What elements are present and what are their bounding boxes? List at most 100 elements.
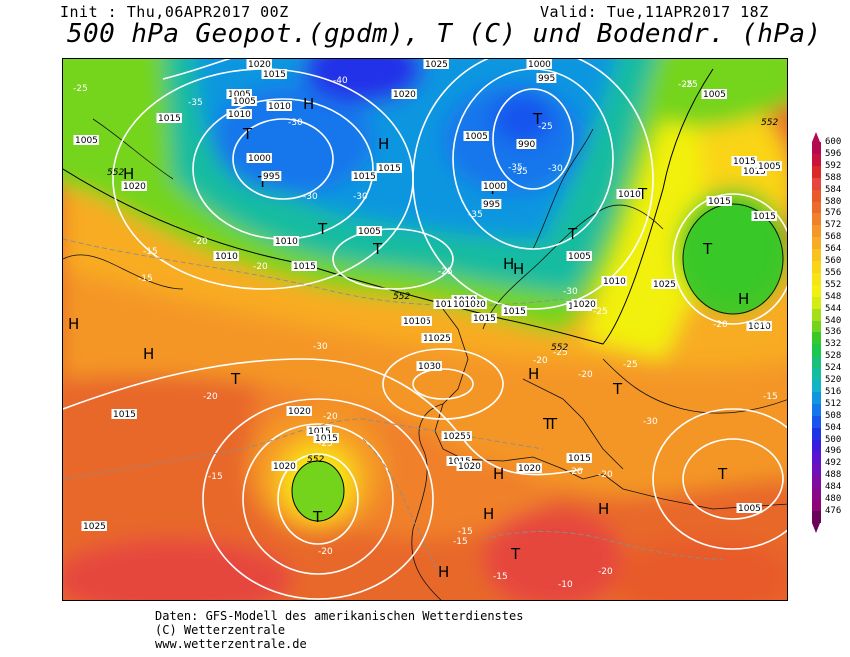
pressure-label: 1025: [443, 432, 466, 442]
pressure-label-bg: [111, 409, 137, 419]
temperature-label: -35: [468, 210, 483, 220]
pressure-label-bg: [441, 431, 467, 441]
pressure-label: 1015: [743, 167, 766, 177]
geopotential-label: 552: [551, 343, 568, 353]
temperature-label: -25: [678, 80, 693, 90]
pressure-label: 1015: [158, 114, 181, 124]
pressure-center-label: H: [503, 255, 514, 273]
pressure-label: 1005: [758, 162, 781, 172]
temperature-label: -10: [558, 580, 573, 590]
legend-color-swatch: [812, 142, 821, 155]
legend-color-swatch: [812, 415, 821, 429]
geopotential-label: 552: [307, 455, 324, 465]
legend-color-swatch: [812, 177, 821, 191]
pressure-center-label: T: [612, 380, 623, 398]
legend-value-label: 584: [825, 184, 842, 195]
pressure-label: 1015: [753, 212, 776, 222]
temperature-label: -30: [288, 118, 303, 128]
pressure-label: 1010: [603, 277, 626, 287]
legend-value-label: 600: [825, 137, 842, 147]
temperature-label: -35: [188, 98, 203, 108]
pressure-label: 1025: [425, 60, 448, 70]
temperature-label: -35: [508, 163, 523, 173]
pressure-label: 1005: [75, 136, 98, 146]
temperature-label: -30: [563, 287, 578, 297]
temperature-label: -20: [568, 467, 583, 477]
temperature-label: -15: [493, 572, 508, 582]
legend-value-label: 552: [825, 279, 842, 290]
temperature-label: -15: [763, 392, 778, 402]
pressure-label-bg: [81, 521, 107, 531]
pressure-label: 1015: [708, 197, 731, 207]
temperature-label: -30: [353, 192, 368, 202]
pressure-label-bg: [616, 189, 642, 199]
pressure-center-label: H: [598, 500, 609, 518]
pressure-label: 1025: [653, 280, 676, 290]
pressure-label-bg: [266, 101, 292, 111]
legend-value-label: 480: [825, 494, 842, 504]
pressure-label: 1030: [418, 362, 441, 372]
pressure-label: 1010: [748, 322, 771, 332]
pressure-label-bg: [231, 96, 257, 106]
legend-color-swatch: [812, 380, 821, 393]
pressure-label: 1005: [228, 90, 251, 100]
pressure-label-bg: [751, 211, 777, 221]
legend-value-label: 544: [825, 303, 842, 314]
copyright-note: (C) Wetterzentrale: [155, 623, 286, 637]
legend-color-swatch: [812, 403, 821, 417]
temperature-label: -15: [138, 274, 153, 284]
pressure-center-label: T: [717, 465, 728, 483]
legend-color-swatch: [812, 463, 821, 476]
temperature-label: -20: [203, 392, 218, 402]
pressure-label-bg: [423, 59, 449, 69]
pressure-label: 1005: [703, 90, 726, 100]
legend-value-label: 560: [825, 256, 842, 266]
legend-color-swatch: [812, 284, 821, 298]
temperature-label: -20: [598, 470, 613, 480]
pressure-label: 1015: [378, 164, 401, 174]
legend-top-arrow: [812, 132, 820, 142]
pressure-center-label: T: [510, 545, 521, 563]
legend-value-label: 496: [825, 446, 842, 457]
pressure-label-bg: [741, 166, 767, 176]
website-link[interactable]: www.wetterzentrale.de: [155, 637, 307, 651]
coastlines: [63, 118, 787, 600]
pressure-label-bg: [481, 181, 507, 191]
pressure-label-bg: [156, 113, 182, 123]
pressure-label-bg: [526, 59, 552, 69]
temperature-label: -20: [753, 320, 768, 330]
pressure-center-label: T: [372, 240, 383, 258]
pressure-center-label: H: [513, 260, 524, 278]
pressure-label-bg: [701, 89, 727, 99]
pressure-center-label: T: [637, 185, 648, 203]
legend-color-swatch: [812, 272, 821, 286]
legend-color-swatch: [812, 475, 821, 488]
pressure-label-bg: [73, 135, 99, 145]
pressure-label: 1015: [113, 410, 136, 420]
pressure-label-bg: [356, 226, 382, 236]
temperature-label: -30: [303, 192, 318, 202]
pressure-label-bg: [426, 333, 452, 343]
legend-color-swatch: [812, 189, 821, 202]
pressure-label-bg: [456, 461, 482, 471]
pressure-label: 995: [483, 200, 500, 210]
legend-color-swatch: [812, 427, 821, 440]
temperature-label: -20: [193, 237, 208, 247]
pressure-label: 1015: [733, 157, 756, 167]
init-time: Init : Thu,06APR2017 00Z: [60, 3, 289, 21]
legend-value-label: 508: [825, 410, 842, 421]
legend-value-label: 588: [825, 172, 842, 183]
pressure-label-bg: [566, 251, 592, 261]
temperature-label: -25: [438, 267, 453, 277]
pressure-label-bg: [226, 89, 252, 99]
temperature-label: -40: [333, 76, 348, 86]
legend-color-swatch: [812, 439, 821, 452]
pressure-center-label: T: [532, 110, 543, 128]
pressure-label-bg: [736, 503, 762, 513]
legend-color-swatch: [812, 225, 821, 238]
pressure-label-bg: [416, 361, 442, 371]
legend-value-label: 528: [825, 351, 842, 362]
legend-color-swatch: [812, 510, 821, 524]
pressure-center-label: H: [738, 290, 749, 308]
pressure-label: 995: [538, 74, 555, 84]
